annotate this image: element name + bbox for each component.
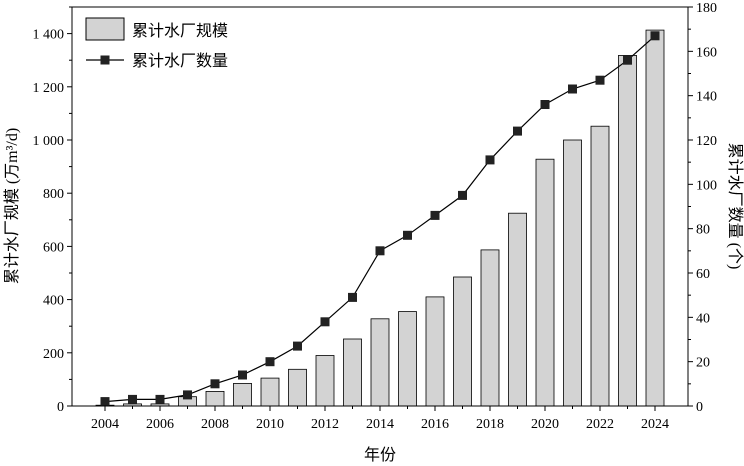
- legend: 累计水厂规模 累计水厂数量: [85, 17, 228, 70]
- y-right-tick-label-120: 120: [696, 134, 717, 149]
- y-left-tick-label-600: 600: [43, 240, 64, 255]
- point-2017: [458, 190, 467, 200]
- bar-2022: [590, 125, 610, 407]
- y-right-tick-label-160: 160: [696, 45, 717, 60]
- point-2012: [320, 317, 330, 327]
- point-2015: [403, 230, 412, 240]
- x-tick-label-2022: 2022: [586, 417, 614, 432]
- point-2020: [540, 100, 550, 109]
- y-left-tick-label-0: 0: [57, 400, 64, 415]
- point-2013: [348, 292, 357, 302]
- point-2022: [595, 75, 605, 85]
- bar-2011: [288, 368, 307, 407]
- bar-2009: [233, 382, 252, 407]
- bar-2008: [205, 390, 225, 407]
- x-tick-label-2006: 2006: [146, 417, 174, 432]
- x-tick-label-2014: 2014: [366, 417, 394, 432]
- y-left-tick-label-200: 200: [43, 347, 64, 362]
- bar-2015: [398, 311, 417, 407]
- bar-series: [95, 29, 665, 407]
- bar-2010: [260, 377, 280, 407]
- bar-2016: [425, 296, 445, 407]
- y-axis-right: 0 20 40 60 80 100 120 140 160 180: [688, 1, 717, 415]
- point-2007: [183, 390, 192, 400]
- y-right-tick-label-40: 40: [696, 311, 710, 326]
- y-left-tick-label-400: 400: [43, 294, 64, 309]
- y-left-tick-label-1400: 1 400: [33, 28, 65, 43]
- legend-bar-swatch: [85, 17, 125, 41]
- line-series: [100, 31, 660, 407]
- point-2005: [128, 394, 137, 404]
- point-2009: [238, 370, 247, 380]
- point-2008: [210, 379, 220, 389]
- point-2024: [650, 31, 660, 41]
- x-tick-label-2016: 2016: [421, 417, 449, 432]
- bar-2020: [535, 158, 555, 407]
- x-axis: 2004 2006 2008 2010 2012 2014 2016 2018 2020 2022…: [91, 406, 669, 432]
- x-tick-label-2008: 2008: [201, 417, 229, 432]
- y-right-tick-label-140: 140: [696, 90, 717, 105]
- x-tick-label-2018: 2018: [476, 417, 504, 432]
- legend-bar-label: 累计水厂规模: [132, 22, 228, 40]
- point-2014: [375, 246, 385, 256]
- y-right-tick-label-0: 0: [696, 400, 703, 415]
- point-2006: [155, 394, 165, 404]
- point-2004: [100, 397, 110, 407]
- legend-line-label: 累计水厂数量: [132, 52, 228, 70]
- y-axis-left: 0 200 400 600 800 1 000 1 200 1 400: [33, 6, 72, 415]
- bar-2017: [453, 276, 472, 407]
- point-2019: [513, 126, 522, 136]
- legend-line-marker: [100, 55, 110, 65]
- x-tick-label-2012: 2012: [311, 417, 339, 432]
- y-right-tick-label-100: 100: [696, 178, 717, 193]
- y-right-tick-label-20: 20: [696, 356, 710, 371]
- y-left-tick-label-1000: 1 000: [33, 134, 65, 149]
- bar-2019: [508, 212, 527, 407]
- y-axis-left-title: 累计水厂规模 (万m³/d): [3, 128, 21, 284]
- x-tick-label-2010: 2010: [256, 417, 284, 432]
- bar-2012: [315, 355, 335, 407]
- bar-2021: [563, 139, 582, 407]
- point-2023: [623, 55, 632, 65]
- y-right-tick-label-80: 80: [696, 223, 710, 238]
- point-2011: [293, 341, 302, 351]
- bar-2018: [480, 249, 500, 407]
- bar-2013: [343, 338, 362, 407]
- bar-2024: [645, 29, 665, 407]
- bar-2014: [370, 318, 390, 407]
- y-right-tick-label-60: 60: [696, 267, 710, 282]
- point-2016: [430, 210, 440, 220]
- y-axis-right-title: 累计水厂数量 (个): [726, 143, 744, 270]
- x-tick-label-2024: 2024: [641, 417, 669, 432]
- y-left-tick-label-800: 800: [43, 187, 64, 202]
- point-2021: [568, 84, 577, 94]
- point-2018: [485, 155, 495, 165]
- point-2010: [265, 357, 275, 367]
- x-tick-label-2020: 2020: [531, 417, 559, 432]
- bar-2023: [618, 55, 637, 407]
- x-axis-title: 年份: [364, 446, 396, 464]
- x-tick-label-2004: 2004: [91, 417, 119, 432]
- y-left-tick-label-1200: 1 200: [33, 81, 65, 96]
- y-right-tick-label-180: 180: [696, 1, 717, 16]
